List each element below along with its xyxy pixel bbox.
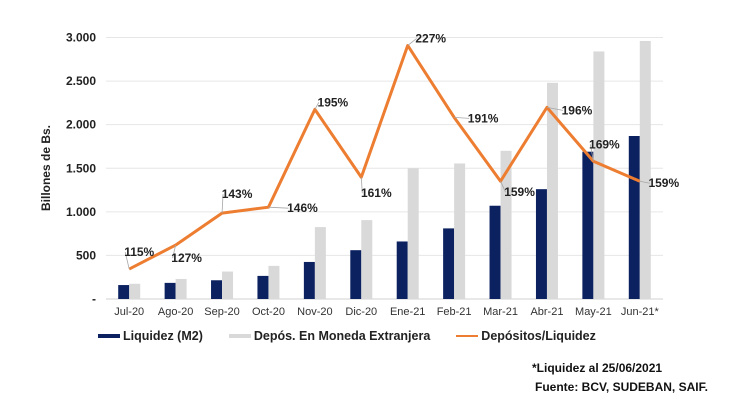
label-leader-line xyxy=(360,177,363,194)
bar-liquidez xyxy=(489,205,501,299)
bar-liquidez xyxy=(350,250,362,299)
footnote: *Liquidez al 25/06/2021 xyxy=(532,361,663,375)
label-leader-line xyxy=(221,194,224,214)
data-label: 227% xyxy=(415,31,446,45)
data-label: 191% xyxy=(468,111,499,125)
label-leader-line xyxy=(124,251,130,270)
y-tick-label: - xyxy=(92,292,96,306)
bar-depositos xyxy=(500,150,512,299)
x-tick-label: Oct-20 xyxy=(252,306,285,318)
legend: Liquidez (M2) Depós. En Moneda Extranjer… xyxy=(98,329,596,343)
label-leader-line xyxy=(639,180,650,184)
y-tick-label: 3.000 xyxy=(66,31,96,45)
y-tick-label: 2.000 xyxy=(66,118,96,132)
x-tick-label: Nov-20 xyxy=(297,306,332,318)
label-leader-line xyxy=(314,102,320,110)
data-label: 196% xyxy=(562,103,593,117)
bar-liquidez xyxy=(443,228,455,299)
y-tick-label: 2.500 xyxy=(66,74,96,88)
legend-swatch xyxy=(228,334,251,338)
bar-depositos xyxy=(407,168,419,299)
legend-label: Liquidez (M2) xyxy=(123,329,203,343)
bar-depositos xyxy=(314,227,326,299)
bar-depositos xyxy=(175,278,187,299)
y-axis-label: Billones de Bs. xyxy=(39,125,53,211)
legend-item-ratio: Depósitos/Liquidez xyxy=(456,329,596,343)
data-label: 127% xyxy=(171,251,202,265)
bar-liquidez xyxy=(164,282,176,299)
bar-liquidez xyxy=(257,275,269,299)
legend-item-liquidez: Liquidez (M2) xyxy=(98,329,203,343)
legend-item-depositos: Depós. En Moneda Extranjera xyxy=(228,329,431,343)
bar-depositos xyxy=(454,163,466,299)
legend-swatch xyxy=(456,334,479,338)
label-leader-line xyxy=(172,245,177,259)
label-leader-line xyxy=(546,106,564,111)
data-label: 115% xyxy=(124,245,154,259)
y-tick-label: 500 xyxy=(76,248,96,262)
x-tick-label: Dic-20 xyxy=(345,306,377,318)
legend-label: Depósitos/Liquidez xyxy=(481,329,596,343)
x-tick-label: Sep-20 xyxy=(204,306,239,318)
data-label: 161% xyxy=(361,186,392,200)
bar-depositos xyxy=(268,265,280,299)
bar-depositos xyxy=(361,220,373,299)
data-label: 159% xyxy=(648,176,679,190)
legend-swatch xyxy=(98,334,120,338)
bar-liquidez xyxy=(118,285,130,299)
bar-liquidez xyxy=(628,135,640,299)
data-label: 169% xyxy=(589,137,620,151)
source-note: Fuente: BCV, SUDEBAN, SAIF. xyxy=(535,380,708,394)
bar-liquidez xyxy=(303,261,315,299)
label-leader-line xyxy=(500,181,506,193)
bar-depositos xyxy=(129,283,141,299)
x-tick-label: Jul-20 xyxy=(114,306,144,318)
bar-depositos xyxy=(546,82,558,300)
label-leader-line xyxy=(268,206,289,209)
bar-liquidez xyxy=(582,151,594,299)
bar-depositos xyxy=(593,51,605,299)
label-leader-line xyxy=(589,144,594,162)
data-label: 159% xyxy=(504,185,535,199)
x-tick-label: Ene-21 xyxy=(390,306,425,318)
x-tick-label: May-21 xyxy=(575,306,612,318)
bar-liquidez xyxy=(535,189,547,299)
ratio-line xyxy=(128,43,641,271)
bar-liquidez xyxy=(211,280,223,299)
y-tick-label: 1.500 xyxy=(66,161,96,175)
data-label: 143% xyxy=(222,187,253,201)
label-leader-line xyxy=(407,38,417,46)
x-tick-label: Ago-20 xyxy=(158,306,193,318)
y-tick-label: 1.000 xyxy=(66,205,96,219)
label-leader-line xyxy=(454,116,470,119)
x-tick-label: Feb-21 xyxy=(437,306,472,318)
bar-depositos xyxy=(222,271,234,299)
x-tick-label: Abr-21 xyxy=(530,306,563,318)
x-tick-label: Jun-21* xyxy=(621,306,660,318)
bar-depositos xyxy=(639,40,651,300)
x-tick-label: Mar-21 xyxy=(483,306,518,318)
data-label: 195% xyxy=(318,95,349,109)
data-label: 146% xyxy=(287,201,318,215)
legend-label: Depós. En Moneda Extranjera xyxy=(253,329,431,343)
bar-liquidez xyxy=(396,241,408,299)
